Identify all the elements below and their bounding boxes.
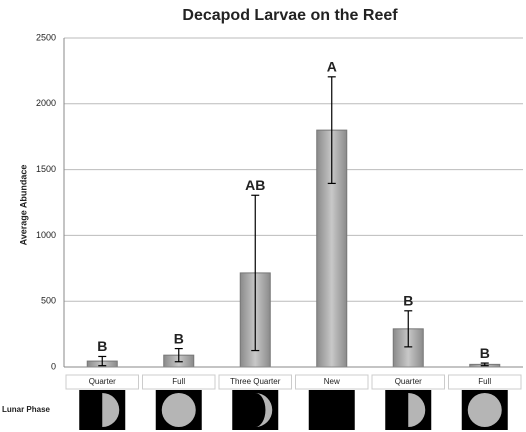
x-tick-label: Three Quarter — [230, 377, 281, 386]
moon — [255, 393, 273, 427]
moon-icon — [308, 390, 355, 430]
group-label: B — [97, 338, 107, 354]
error-bar — [327, 76, 336, 185]
moon — [467, 393, 502, 427]
x-tick-label: Full — [478, 377, 491, 386]
category-box — [295, 374, 369, 390]
category-box — [371, 374, 445, 390]
error-bar — [480, 362, 489, 367]
moon-box — [308, 390, 355, 430]
x-tick-label: Full — [172, 377, 185, 386]
error-bar — [251, 194, 260, 352]
y-tick-label: 1500 — [36, 164, 56, 174]
moon-icon — [461, 390, 508, 430]
y-tick-label: 2500 — [36, 32, 56, 42]
x-axis-label: Lunar Phase — [2, 405, 51, 414]
moon — [408, 393, 426, 427]
moon-icon — [79, 390, 126, 430]
moon — [161, 393, 196, 427]
category-box — [448, 374, 522, 390]
y-axis-label: Average Abundace — [18, 165, 28, 246]
group-label: AB — [245, 177, 265, 193]
moon-icon — [385, 390, 432, 430]
chart-title: Decapod Larvae on the Reef — [182, 7, 398, 24]
moon — [102, 393, 120, 427]
x-tick-label: Quarter — [395, 377, 422, 386]
group-label: B — [174, 330, 184, 346]
y-tick-label: 1000 — [36, 230, 56, 240]
x-tick-label: New — [324, 377, 340, 386]
category-box — [218, 374, 292, 390]
y-tick-label: 0 — [51, 361, 56, 371]
y-tick-label: 2000 — [36, 98, 56, 108]
moon-icon — [155, 390, 202, 430]
y-tick-label: 500 — [41, 296, 56, 306]
category-box — [142, 374, 216, 390]
error-bar — [174, 347, 183, 363]
x-tick-label: Quarter — [89, 377, 116, 386]
group-label: B — [480, 345, 490, 361]
group-label: A — [327, 59, 337, 75]
category-box — [65, 374, 139, 390]
group-label: B — [403, 293, 413, 309]
error-bar — [98, 355, 107, 367]
moon-icon — [232, 390, 279, 430]
error-bar — [404, 310, 413, 348]
